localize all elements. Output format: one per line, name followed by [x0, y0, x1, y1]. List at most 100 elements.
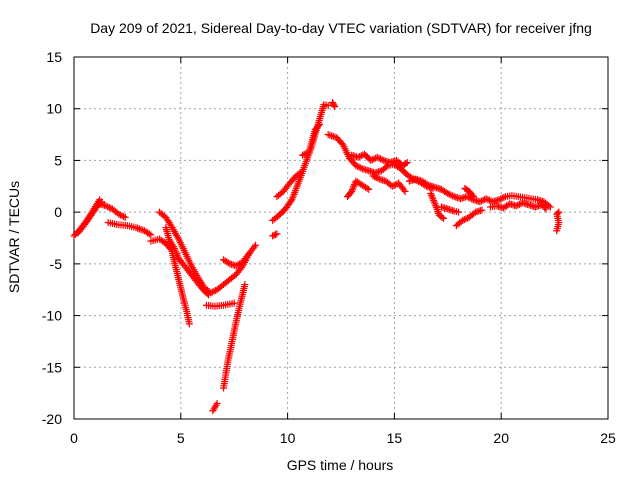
data-point — [479, 196, 487, 204]
data-point — [463, 193, 471, 201]
data-point — [482, 195, 490, 203]
data-point — [185, 320, 193, 328]
data-point — [462, 215, 470, 223]
y-tick-label: -20 — [42, 411, 62, 427]
data-point — [250, 243, 258, 251]
data-point — [145, 230, 153, 238]
data-point — [173, 251, 181, 259]
y-tick-label: 15 — [46, 49, 62, 65]
data-point — [230, 299, 238, 307]
data-point — [400, 186, 408, 194]
data-point — [271, 231, 279, 239]
data-point — [430, 196, 438, 204]
y-tick-label: 10 — [46, 101, 62, 117]
data-point — [118, 212, 126, 220]
y-tick-label: -15 — [42, 359, 62, 375]
data-point — [348, 187, 356, 195]
x-tick-label: 10 — [280, 430, 296, 446]
data-point — [296, 169, 304, 177]
data-point — [356, 153, 364, 161]
title-group: Day 209 of 2021, Sidereal Day-to-day VTE… — [90, 20, 592, 36]
data-point — [213, 399, 221, 407]
data-point — [245, 250, 253, 258]
data-point — [354, 162, 362, 170]
data-point — [468, 191, 476, 199]
data-point — [370, 155, 378, 163]
data-point — [542, 205, 550, 213]
data-point — [224, 259, 232, 267]
data-point — [541, 204, 549, 212]
data-point — [429, 195, 437, 203]
data-point — [330, 101, 338, 109]
y-tick-label: 0 — [54, 204, 62, 220]
data-point — [388, 182, 396, 190]
data-point — [357, 164, 365, 172]
data-point — [173, 250, 181, 258]
data-point — [371, 173, 379, 181]
data-point — [171, 246, 179, 254]
data-point — [430, 198, 438, 206]
data-point — [497, 195, 505, 203]
data-point — [172, 248, 180, 256]
data-point — [477, 197, 485, 205]
data-point — [350, 182, 358, 190]
data-point — [485, 196, 493, 204]
data-point — [369, 156, 377, 164]
x-tick-label: 15 — [387, 430, 403, 446]
data-point — [444, 190, 452, 198]
data-point — [555, 208, 563, 216]
data-point — [102, 202, 110, 210]
data-point — [500, 193, 508, 201]
data-point — [120, 213, 128, 221]
data-point — [137, 226, 145, 234]
data-point — [498, 194, 506, 202]
data-point — [208, 288, 216, 296]
x-tick-label: 0 — [70, 430, 78, 446]
data-point — [374, 174, 382, 182]
plot-frame — [73, 56, 609, 420]
data-point — [427, 190, 435, 198]
data-point — [105, 203, 113, 211]
data-point — [515, 200, 523, 208]
grid — [74, 57, 608, 419]
data-point — [402, 160, 410, 168]
data-point — [469, 193, 477, 201]
data-point — [324, 131, 332, 139]
data-point — [373, 153, 381, 161]
data-point — [134, 224, 142, 232]
data-point — [369, 172, 377, 180]
data-point — [115, 210, 123, 218]
data-point — [476, 198, 484, 206]
data-point — [454, 208, 462, 216]
data-point — [423, 180, 431, 188]
data-point — [514, 201, 522, 209]
data-point — [203, 290, 211, 298]
data-point — [316, 120, 324, 128]
data-point — [170, 244, 178, 252]
data-point — [104, 203, 112, 211]
data-point — [445, 190, 453, 198]
data-point — [329, 132, 337, 140]
x-tick-label: 5 — [177, 430, 185, 446]
data-point — [378, 156, 386, 164]
data-point — [354, 153, 362, 161]
data-point — [273, 230, 281, 238]
data-point — [348, 186, 356, 194]
y-tick-label: 5 — [54, 152, 62, 168]
data-point — [244, 251, 252, 259]
data-point — [363, 184, 371, 192]
data-point — [121, 213, 129, 221]
data-point — [252, 241, 260, 249]
data-point — [484, 195, 492, 203]
data-point — [512, 202, 520, 210]
data-point — [315, 122, 323, 130]
data-point — [326, 131, 334, 139]
x-tick-label: 20 — [493, 430, 509, 446]
data-point — [372, 173, 380, 181]
data-point — [478, 206, 486, 214]
data-point — [440, 214, 448, 222]
y-tick-label: -5 — [50, 256, 63, 272]
y-tick-label: -10 — [42, 308, 62, 324]
data-point — [390, 182, 398, 190]
